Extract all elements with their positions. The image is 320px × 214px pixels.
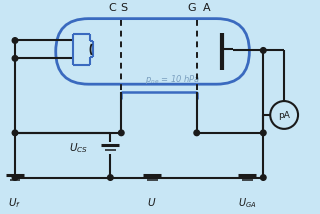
Circle shape	[260, 48, 266, 53]
Circle shape	[270, 101, 298, 129]
FancyBboxPatch shape	[74, 34, 93, 64]
Circle shape	[12, 56, 18, 61]
Text: pA: pA	[278, 111, 290, 120]
Circle shape	[118, 130, 124, 136]
Text: S: S	[121, 3, 128, 13]
Circle shape	[12, 175, 18, 180]
Text: $p_{ne}$ = 10 hPa: $p_{ne}$ = 10 hPa	[145, 73, 201, 86]
Text: $U$: $U$	[147, 196, 157, 208]
Circle shape	[12, 38, 18, 43]
Text: G: G	[188, 3, 196, 13]
Circle shape	[12, 130, 18, 136]
Text: $U_{CS}$: $U_{CS}$	[69, 141, 89, 155]
Text: $U_{GA}$: $U_{GA}$	[238, 196, 257, 210]
Circle shape	[108, 175, 113, 180]
Text: C: C	[108, 3, 116, 13]
Circle shape	[260, 175, 266, 180]
Circle shape	[260, 130, 266, 136]
Circle shape	[194, 130, 200, 136]
Text: $U_f$: $U_f$	[8, 196, 21, 210]
Text: A: A	[203, 3, 211, 13]
